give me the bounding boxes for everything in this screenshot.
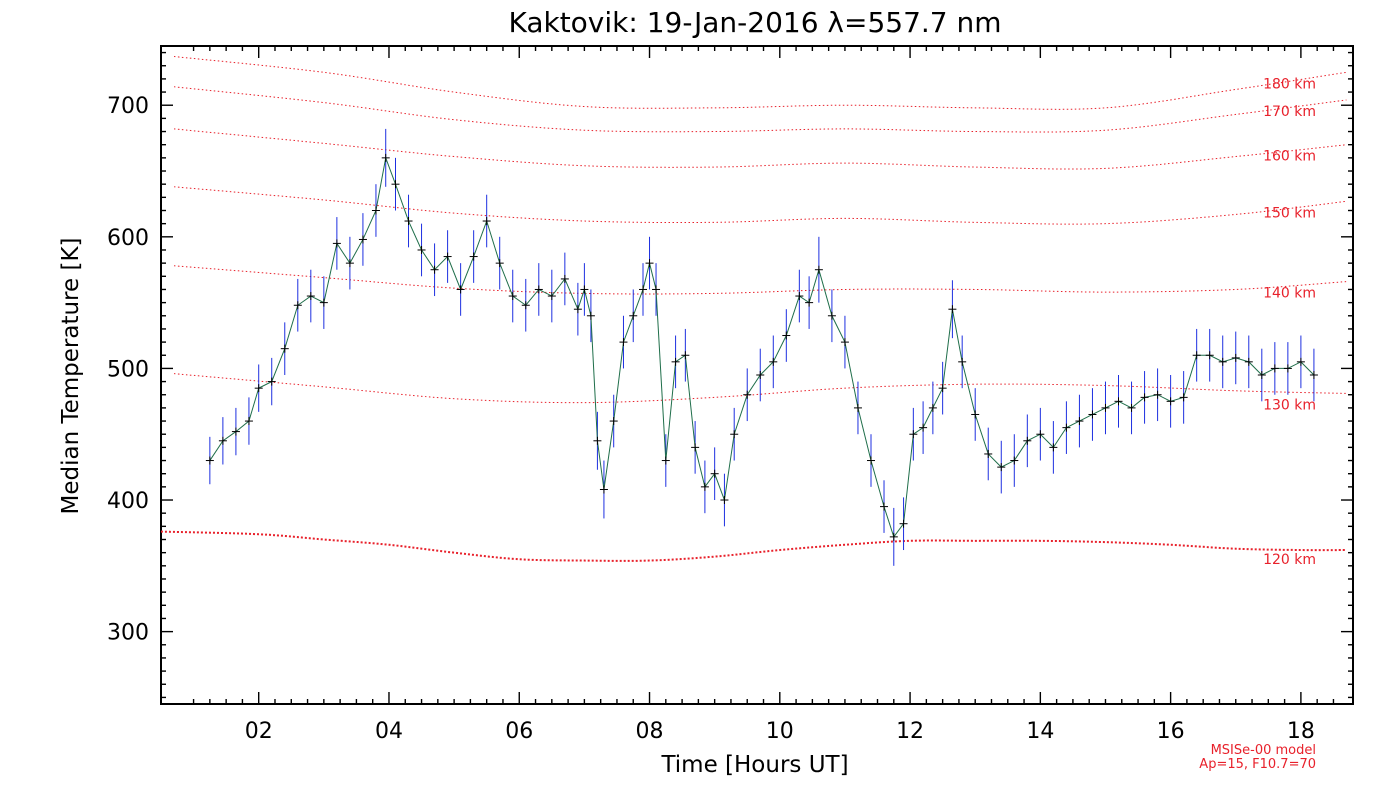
model-note-line1: MSISe-00 model [1211,743,1316,758]
x-axis-label: Time [Hours UT] [660,752,848,778]
model-curve-160km [173,128,1347,170]
x-tick-label: 06 [505,719,533,744]
x-tick-labels: 02 04 06 08 10 12 14 16 18 [245,719,1315,744]
error-bars [209,128,1315,566]
x-tick-label: 16 [1157,719,1185,744]
x-tick-label: 10 [766,719,794,744]
altitude-label: 180 km [1263,76,1316,92]
x-tick-label: 18 [1287,719,1315,744]
y-tick-labels: 300 400 500 600 700 [107,94,149,645]
model-curve-130km [173,373,1347,404]
altitude-label: 170 km [1263,104,1316,120]
altitude-labels: 180 km 170 km 160 km 150 km 140 km 130 km 120 … [1263,76,1316,568]
chart-title: Kaktovik: 19-Jan-2016 λ=557.7 nm [508,6,1001,39]
model-curve-120km [160,530,1347,562]
model-curve-180km [173,56,1347,110]
altitude-label: 140 km [1263,286,1316,302]
data-markers [205,153,1318,541]
msis-model-curves [160,56,1347,562]
plot-frame [160,45,1354,705]
altitude-label: 160 km [1263,149,1316,165]
x-tick-label: 02 [245,719,273,744]
altitude-label: 130 km [1263,397,1316,413]
model-note-line2: Ap=15, F10.7=70 [1199,757,1316,772]
y-tick-label: 600 [107,226,149,251]
x-tick-label: 04 [375,719,403,744]
model-curve-150km [173,186,1347,225]
y-tick-label: 700 [107,94,149,119]
x-tick-label: 08 [636,719,664,744]
x-tick-label: 12 [896,719,924,744]
altitude-label: 120 km [1263,552,1316,568]
x-tick-label: 14 [1026,719,1054,744]
y-tick-label: 300 [107,621,149,646]
y-tick-label: 400 [107,489,149,514]
y-axis-label: Median Temperature [K] [58,238,84,515]
axis-ticks [161,46,1353,704]
plot-area [160,45,1354,705]
altitude-label: 150 km [1263,205,1316,221]
model-curve-170km [173,86,1347,133]
y-tick-label: 500 [107,357,149,382]
